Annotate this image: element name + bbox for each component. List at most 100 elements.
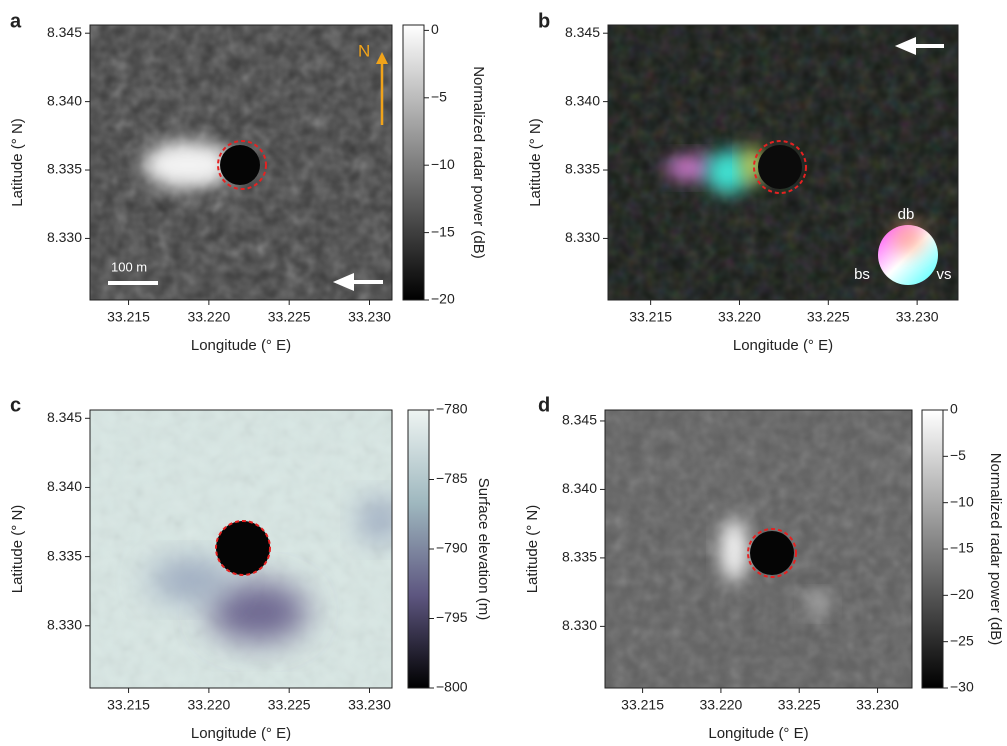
crater-outline [747, 528, 797, 578]
colorbar-tick-label: −800 [436, 679, 468, 695]
colorbar-tick-label: −5 [950, 447, 966, 463]
x-axis-label: Longitude (° E) [191, 725, 291, 741]
crater [216, 521, 270, 575]
y-tick-label: 8.335 [562, 549, 597, 565]
bright-feature [143, 141, 233, 189]
y-tick-label: 8.335 [47, 547, 82, 563]
low-area [208, 582, 308, 642]
x-tick-label: 33.220 [187, 697, 230, 713]
plot-frame [89, 409, 393, 689]
colorbar [402, 24, 425, 301]
y-tick-label: 8.345 [47, 24, 82, 40]
look-arrow [894, 36, 944, 56]
x-tick-label: 33.215 [621, 697, 664, 713]
x-tick-label: 33.225 [807, 309, 850, 325]
low-area [360, 500, 392, 540]
panel-letter: d [538, 394, 550, 416]
y-tick-label: 8.330 [47, 229, 82, 245]
colorbar-tick-label: −15 [431, 223, 455, 239]
x-axis-label: Longitude (° E) [191, 337, 291, 354]
x-tick-label: 33.230 [856, 697, 899, 713]
colorbar-label: Surface elevation (m) [475, 478, 492, 621]
y-tick-label: 8.330 [565, 229, 600, 245]
colorbar-tick-label: 0 [431, 21, 439, 37]
colorbar-tick-label: −30 [950, 679, 974, 695]
y-tick-label: 8.340 [47, 92, 82, 108]
y-axis-label: Latitude (° N) [527, 118, 544, 207]
x-tick-label: 33.215 [107, 697, 150, 713]
y-tick-label: 8.345 [47, 409, 82, 425]
y-tick-label: 8.335 [565, 161, 600, 177]
colorbar-tick-label: −785 [436, 470, 468, 486]
plot-frame [607, 24, 959, 301]
crater-outline [753, 140, 807, 194]
scale-label: 100 m [111, 259, 147, 274]
crater [750, 531, 794, 575]
wheel-label: db [898, 206, 915, 223]
colorbar-tick-label: −10 [950, 493, 974, 509]
crater-outline [217, 140, 267, 190]
y-axis-label: Latitude (° N) [9, 118, 26, 207]
north-arrow-head [376, 52, 388, 64]
wheel-label: vs [937, 266, 952, 283]
x-tick-label: 33.230 [348, 309, 391, 325]
plot-frame [604, 409, 913, 689]
crater-outline [215, 520, 271, 576]
colorbar-tick-label: 0 [950, 401, 958, 417]
bright-feature [720, 518, 748, 582]
colorbar-tick-label: −795 [436, 609, 468, 625]
x-tick-label: 33.225 [268, 697, 311, 713]
x-tick-label: 33.230 [348, 697, 391, 713]
y-tick-label: 8.330 [47, 616, 82, 632]
look-arrow [332, 272, 383, 292]
y-tick-label: 8.340 [562, 480, 597, 496]
colorbar-tick-label: −5 [431, 88, 447, 104]
y-tick-label: 8.345 [562, 412, 597, 428]
color-wheel-tint [892, 222, 924, 254]
x-tick-label: 33.215 [107, 309, 150, 325]
colorbar-tick-label: −780 [436, 401, 468, 417]
north-label: N [358, 41, 370, 60]
wheel-label: bs [854, 266, 870, 283]
crater [758, 145, 802, 189]
y-tick-label: 8.340 [565, 92, 600, 108]
x-tick-label: 33.225 [268, 309, 311, 325]
panel-letter: b [538, 10, 550, 32]
image [605, 410, 912, 688]
image [608, 25, 958, 300]
x-tick-label: 33.220 [187, 309, 230, 325]
x-axis-label: Longitude (° E) [708, 725, 808, 741]
y-tick-label: 8.345 [565, 24, 600, 40]
plot-frame [89, 24, 393, 301]
colorbar-tick-label: −790 [436, 540, 468, 556]
feature-cyan [706, 150, 750, 194]
y-tick-label: 8.330 [562, 617, 597, 633]
feature-pink [665, 156, 715, 180]
x-tick-label: 33.220 [718, 309, 761, 325]
colorbar-label: Normalized radar power (dB) [470, 66, 487, 259]
scale-bar [108, 281, 158, 285]
x-axis-label: Longitude (° E) [733, 337, 833, 354]
y-tick-label: 8.340 [47, 478, 82, 494]
colorbar-tick-label: −20 [950, 586, 974, 602]
y-tick-label: 8.335 [47, 161, 82, 177]
colorbar [921, 409, 944, 689]
colorbar-tick-label: −20 [431, 291, 455, 307]
colorbar-tick-label: −15 [950, 540, 974, 556]
crater [220, 145, 260, 185]
low-area [150, 560, 230, 600]
image [90, 410, 392, 688]
x-tick-label: 33.215 [629, 309, 672, 325]
bright-feature [806, 594, 830, 614]
colorbar-tick-label: −25 [950, 632, 974, 648]
panel-letter: c [10, 394, 21, 416]
panel-letter: a [10, 10, 22, 32]
x-tick-label: 33.220 [699, 697, 742, 713]
y-axis-label: Latitude (° N) [9, 505, 26, 594]
colorbar-tick-label: −10 [431, 156, 455, 172]
y-axis-label: Latitude (° N) [524, 505, 541, 594]
colorbar [407, 409, 430, 689]
colorbar-label: Normalized radar power (dB) [987, 453, 1004, 646]
image [90, 25, 392, 300]
